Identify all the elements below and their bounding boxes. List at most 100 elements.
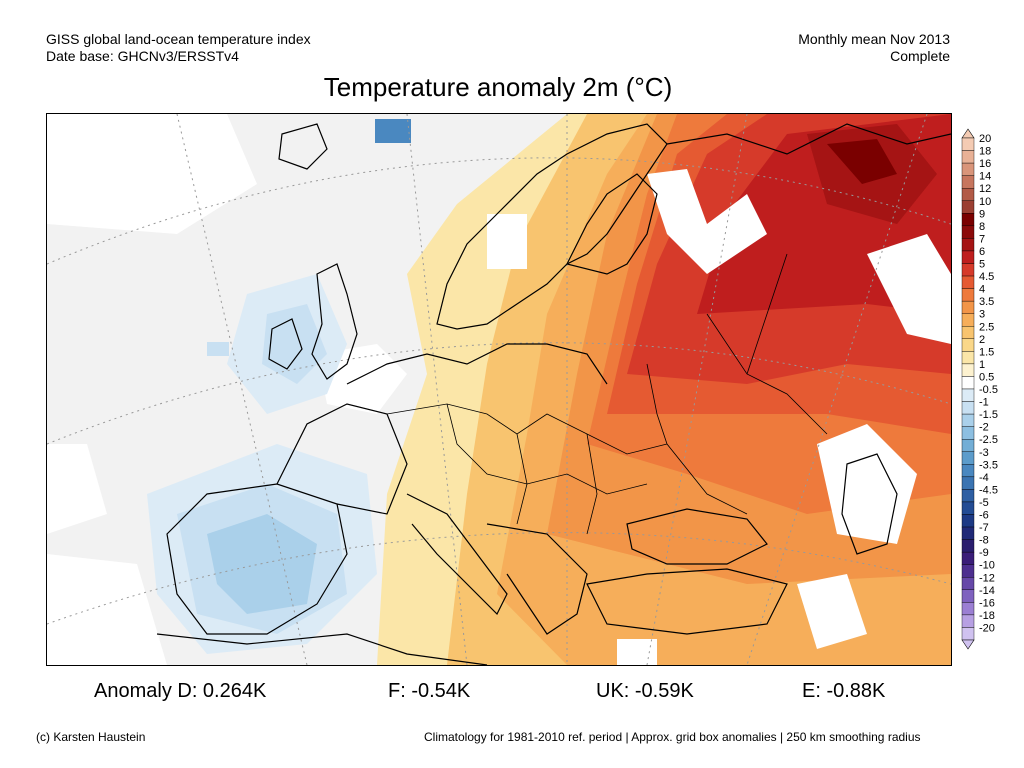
colorbar-level-label: 18 (979, 146, 991, 158)
colorbar-level-label: -18 (979, 610, 995, 622)
colorbar-level-label: -20 (979, 622, 995, 634)
colorbar-swatch (961, 162, 975, 176)
colorbar-swatch (961, 200, 975, 214)
colorbar-level-label: -2.5 (979, 434, 998, 446)
colorbar-level-label: 3 (979, 309, 985, 321)
colorbar-level-label: -3.5 (979, 459, 998, 471)
colorbar-level-label: -1 (979, 397, 989, 409)
anomaly-map-canvas (47, 114, 951, 665)
colorbar-level-label: 4 (979, 284, 985, 296)
colorbar-level-label: -3 (979, 447, 989, 459)
country-borders (386, 253, 828, 535)
colorbar-level-label: 20 (979, 133, 991, 145)
colorbar-level-label: -9 (979, 547, 989, 559)
colorbar-level-label: -2 (979, 422, 989, 434)
colorbar-swatch (961, 451, 975, 465)
colorbar-swatch (961, 501, 975, 515)
colorbar-swatch (961, 489, 975, 503)
colorbar-swatch (961, 351, 975, 365)
colorbar-swatch (961, 614, 975, 628)
colorbar-swatch (961, 326, 975, 340)
colorbar-swatch (961, 288, 975, 302)
white-region (617, 639, 657, 665)
colorbar-level-label: 4.5 (979, 271, 994, 283)
anomaly-f: F: -0.54K (388, 680, 471, 702)
colorbar-level-label: -16 (979, 597, 995, 609)
colorbar-swatch (961, 388, 975, 402)
anomaly-uk: UK: -0.59K (596, 680, 694, 702)
colorbar-swatch (961, 589, 975, 603)
colorbar-level-label: 9 (979, 208, 985, 220)
colorbar-swatch (961, 250, 975, 264)
anomaly-e: E: -0.88K (802, 680, 886, 702)
colorbar-swatch (961, 175, 975, 189)
colorbar-level-label: 2 (979, 334, 985, 346)
colorbar-level-label: 1.5 (979, 346, 994, 358)
colorbar-level-label: -5 (979, 497, 989, 509)
colorbar-swatch (961, 313, 975, 327)
header-left: GISS global land-ocean temperature index… (46, 31, 311, 65)
map-title: Temperature anomaly 2m (°C) (323, 72, 673, 102)
colorbar-level-label: -1.5 (979, 409, 998, 421)
colorbar-swatch (961, 225, 975, 239)
colorbar-level-label: 10 (979, 196, 991, 208)
colorbar: 201816141210987654.543.532.521.510.5-0.5… (961, 128, 998, 650)
cool-cell (207, 342, 229, 356)
colorbar-level-label: -7 (979, 522, 989, 534)
white-region (47, 554, 167, 665)
colorbar-level-label: -0.5 (979, 384, 998, 396)
copyright: (c) Karsten Haustein (36, 730, 146, 744)
colorbar-swatch (961, 426, 975, 440)
white-region (47, 444, 107, 534)
colorbar-swatch (961, 188, 975, 201)
peak-region (827, 139, 897, 184)
colorbar-swatch (961, 338, 975, 352)
colorbar-bottom-arrow (961, 639, 975, 650)
colorbar-level-label: -14 (979, 585, 995, 597)
colorbar-swatch (961, 376, 975, 390)
colorbar-swatch (961, 464, 975, 478)
white-region (47, 114, 257, 234)
colorbar-level-label: 3.5 (979, 296, 994, 308)
cool-cell (375, 119, 411, 143)
colorbar-swatch (961, 300, 975, 314)
colorbar-top-arrow (961, 128, 975, 139)
colorbar-level-label: 2.5 (979, 321, 994, 333)
colorbar-level-label: -4 (979, 472, 989, 484)
white-region (797, 574, 867, 649)
colorbar-level-label: 12 (979, 183, 991, 195)
data-base: Date base: GHCNv3/ERSSTv4 (46, 48, 239, 64)
colorbar-level-label: 0.5 (979, 371, 994, 383)
colorbar-level-label: 5 (979, 259, 985, 271)
white-region (647, 169, 767, 274)
dataset-title: GISS global land-ocean temperature index (46, 31, 311, 47)
colorbar-level-label: 1 (979, 359, 985, 371)
colorbar-swatch (961, 150, 975, 164)
colorbar-swatch (961, 275, 975, 289)
colorbar-swatch (961, 551, 975, 565)
colorbar-level-label: 8 (979, 221, 985, 233)
colorbar-swatch (961, 413, 975, 427)
graticule (47, 114, 951, 665)
colorbar-level-label: -8 (979, 535, 989, 547)
colorbar-swatch (961, 564, 975, 578)
colorbar-swatch (961, 627, 975, 641)
colorbar-level-label: 6 (979, 246, 985, 258)
colorbar-swatch (961, 514, 975, 528)
anomaly-map (46, 113, 952, 666)
colorbar-swatch (961, 137, 975, 151)
colorbar-swatch (961, 439, 975, 452)
white-region (867, 234, 951, 344)
colorbar-swatch (961, 577, 975, 591)
colorbar-swatch (961, 476, 975, 490)
period-label: Monthly mean Nov 2013 (798, 31, 950, 47)
colorbar-swatch (961, 263, 975, 277)
colorbar-swatch (961, 526, 975, 540)
white-region (487, 214, 527, 269)
footnote: Climatology for 1981-2010 ref. period | … (424, 730, 921, 744)
colorbar-level-label: -4.5 (979, 484, 998, 496)
colorbar-swatch (961, 238, 975, 252)
colorbar-level-label: -10 (979, 560, 995, 572)
colorbar-level-label: 7 (979, 233, 985, 245)
colorbar-level-label: -6 (979, 510, 989, 522)
